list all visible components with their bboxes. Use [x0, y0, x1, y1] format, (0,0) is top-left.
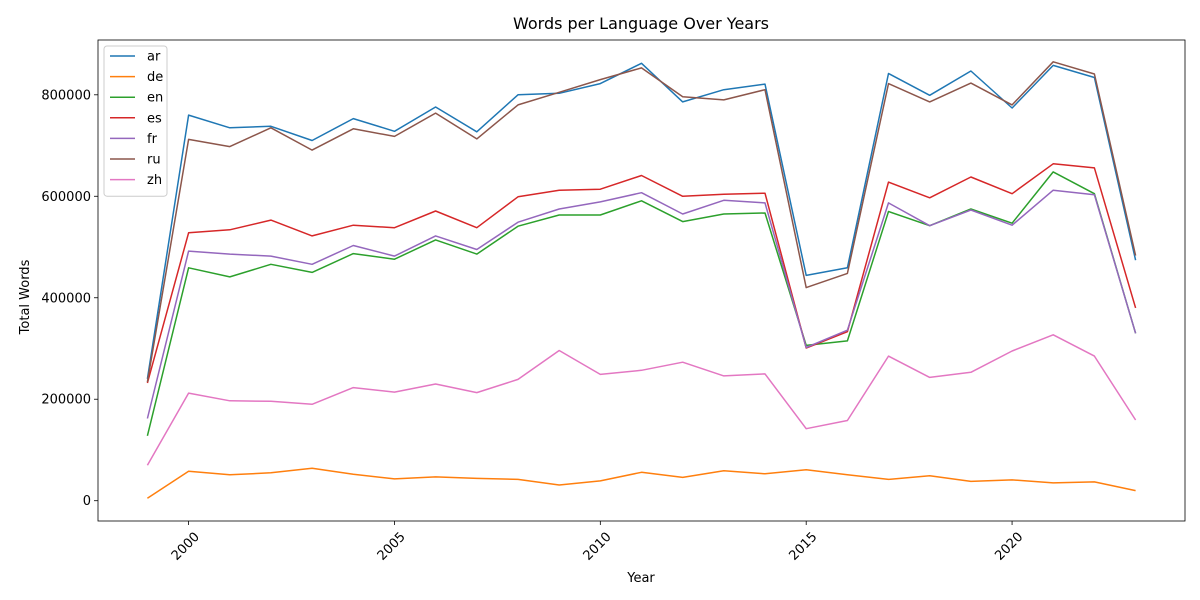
legend-label-en: en: [147, 91, 163, 106]
series-line-ru: [146, 61, 1137, 383]
y-tick-label: 800000: [41, 88, 91, 103]
x-axis-title: Year: [626, 571, 655, 586]
y-axis-title: Total Words: [18, 259, 33, 335]
legend-label-zh: zh: [147, 173, 162, 188]
axes-frame: [97, 39, 1186, 522]
legend-label-es: es: [147, 111, 162, 126]
series-line-zh: [146, 334, 1137, 466]
series-line-es: [146, 163, 1137, 384]
series-line-ar: [146, 62, 1137, 380]
legend-label-ar: ar: [147, 50, 161, 65]
y-tick-label: 0: [83, 494, 91, 509]
series-line-de: [146, 467, 1136, 499]
series-line-en: [146, 171, 1137, 436]
y-tick-label: 600000: [41, 190, 91, 205]
legend-label-de: de: [147, 70, 163, 85]
legend-label-ru: ru: [147, 153, 161, 168]
series-line-fr: [146, 189, 1137, 419]
chart-title: Words per Language Over Years: [513, 14, 769, 33]
legend-label-fr: fr: [147, 132, 158, 147]
y-tick-label: 200000: [41, 393, 91, 408]
y-tick-label: 400000: [41, 291, 91, 306]
